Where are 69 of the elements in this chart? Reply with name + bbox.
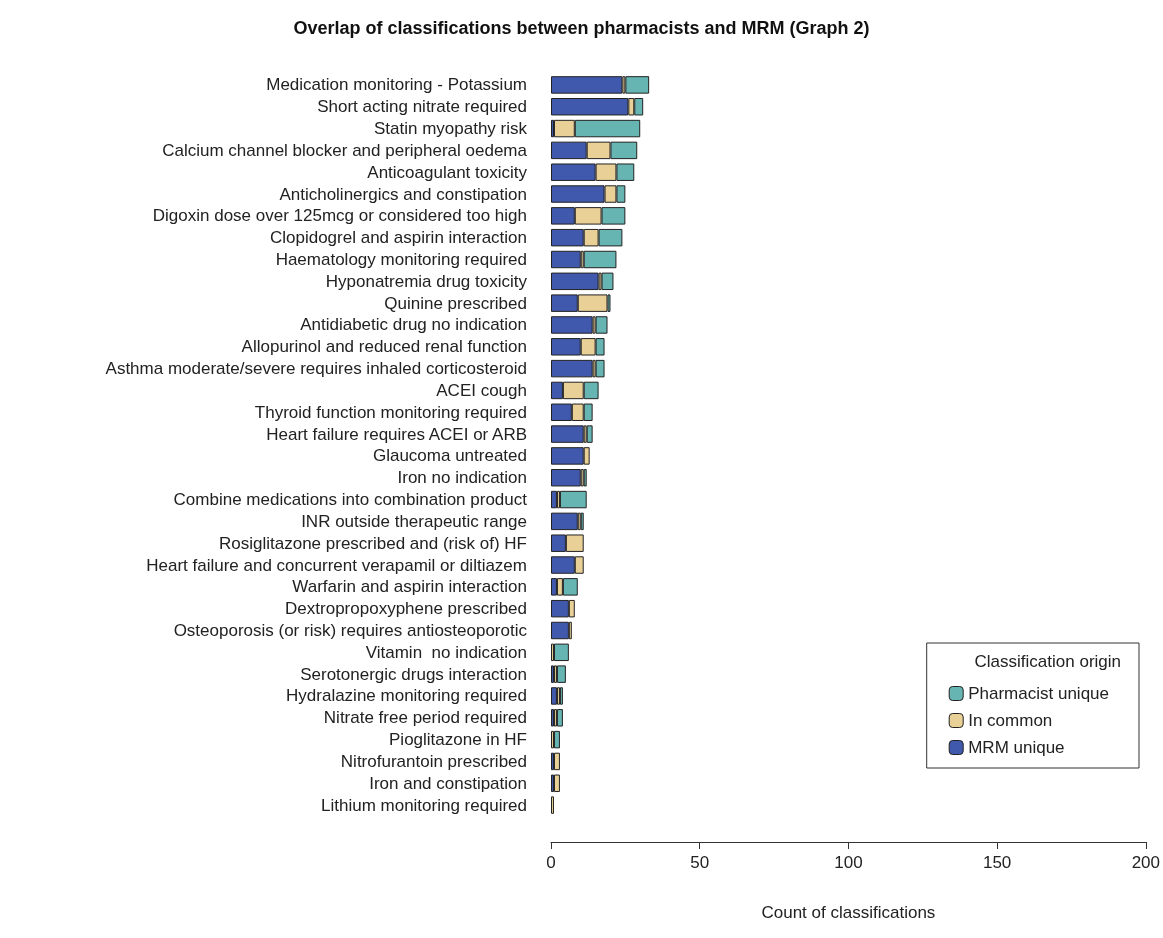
y-tick-label: Iron no indication bbox=[397, 468, 527, 488]
bar bbox=[551, 490, 557, 509]
y-tick-label: Short acting nitrate required bbox=[317, 97, 527, 117]
y-tick-label: Hyponatremia drug toxicity bbox=[325, 271, 528, 291]
y-tick-label: Lithium monitoring required bbox=[321, 795, 527, 815]
bar bbox=[595, 359, 605, 378]
bar bbox=[601, 272, 614, 291]
x-tick-label: 50 bbox=[690, 853, 710, 872]
y-tick-label: Digoxin dose over 125mcg or considered too high bbox=[152, 206, 527, 226]
y-tick-label: Thyroid function monitoring required bbox=[254, 402, 527, 422]
y-tick-label: Heart failure and concurrent verapamil or diltiazem bbox=[146, 555, 527, 575]
y-tick-label: Rosiglitazone prescribed and (risk of) HF bbox=[218, 533, 527, 553]
bar bbox=[553, 774, 560, 792]
x-tick-label: 100 bbox=[834, 853, 863, 872]
bar bbox=[556, 709, 563, 727]
bar bbox=[551, 76, 623, 94]
bar bbox=[586, 425, 593, 443]
bar bbox=[625, 76, 650, 94]
y-tick-label: Anticholinergics and constipation bbox=[279, 184, 527, 204]
y-tick-label: Combine medications into combination product bbox=[173, 490, 528, 510]
y-tick-label: Calcium channel blocker and peripheral oedema bbox=[162, 140, 528, 160]
y-tick-label: Nitrate free period required bbox=[323, 708, 527, 728]
y-tick-label: Iron and constipation bbox=[369, 773, 527, 793]
x-tick-label: 200 bbox=[1131, 853, 1161, 872]
y-tick-label: Anticoagulant toxicity bbox=[367, 162, 528, 182]
y-tick-label: Asthma moderate/severe requires inhaled corticosteroid bbox=[105, 359, 527, 379]
bar bbox=[551, 250, 581, 269]
bar bbox=[583, 250, 617, 269]
y-tick-label: Hydralazine monitoring required bbox=[286, 686, 527, 706]
bar bbox=[553, 643, 569, 662]
y-tick-label: Haematology monitoring required bbox=[275, 250, 527, 269]
bar bbox=[559, 490, 587, 509]
bar bbox=[551, 469, 581, 487]
bar bbox=[551, 316, 593, 334]
x-tick-label: 150 bbox=[982, 853, 1012, 872]
bar bbox=[551, 687, 557, 705]
legend-label: MRM unique bbox=[968, 738, 1065, 757]
y-tick-label: INR outside therapeutic range bbox=[301, 511, 527, 531]
bar bbox=[551, 512, 578, 531]
y-tick-label: Nitrofurantoin prescribed bbox=[340, 751, 527, 771]
bar bbox=[556, 665, 566, 683]
y-tick-label: Medication monitoring - Potassium bbox=[266, 75, 527, 95]
bar bbox=[551, 621, 569, 640]
chart-title: Overlap of classifications between pharmacists and MRM (Graph 2) bbox=[293, 18, 870, 38]
y-tick-label: Heart failure requires ACEI or ARB bbox=[266, 424, 527, 444]
y-tick-label: Pioglitazone in HF bbox=[389, 730, 527, 750]
bar bbox=[551, 272, 599, 291]
legend-label: Pharmacist unique bbox=[968, 684, 1110, 703]
x-axis-title: Count of classifications bbox=[761, 903, 936, 922]
legend-title: Classification origin bbox=[974, 652, 1121, 671]
x-tick-label: 0 bbox=[546, 853, 556, 872]
y-tick-label: Allopurinol and reduced renal function bbox=[241, 337, 527, 357]
y-tick-label: Serotonergic drugs interaction bbox=[300, 664, 527, 684]
y-tick-label: Vitamin no indication bbox=[365, 642, 527, 662]
bar bbox=[553, 730, 560, 749]
y-tick-label: Clopidogrel and aspirin interaction bbox=[269, 228, 527, 248]
bar bbox=[553, 752, 560, 771]
bar bbox=[551, 359, 593, 378]
y-tick-label: Dextropropoxyphene prescribed bbox=[285, 599, 527, 619]
bar bbox=[595, 316, 608, 334]
bar bbox=[551, 425, 584, 443]
y-tick-label: Quinine prescribed bbox=[384, 293, 527, 313]
y-tick-label: Osteoporosis (or risk) requires antiosteoporotic bbox=[173, 621, 528, 640]
y-tick-label: Statin myopathy risk bbox=[373, 119, 528, 139]
legend-label: In common bbox=[968, 711, 1053, 730]
y-tick-label: ACEI cough bbox=[436, 380, 527, 400]
y-tick-label: Glaucoma untreated bbox=[372, 446, 527, 466]
y-tick-label: Antidiabetic drug no indication bbox=[300, 315, 527, 335]
y-tick-label: Warfarin and aspirin interaction bbox=[292, 577, 527, 597]
